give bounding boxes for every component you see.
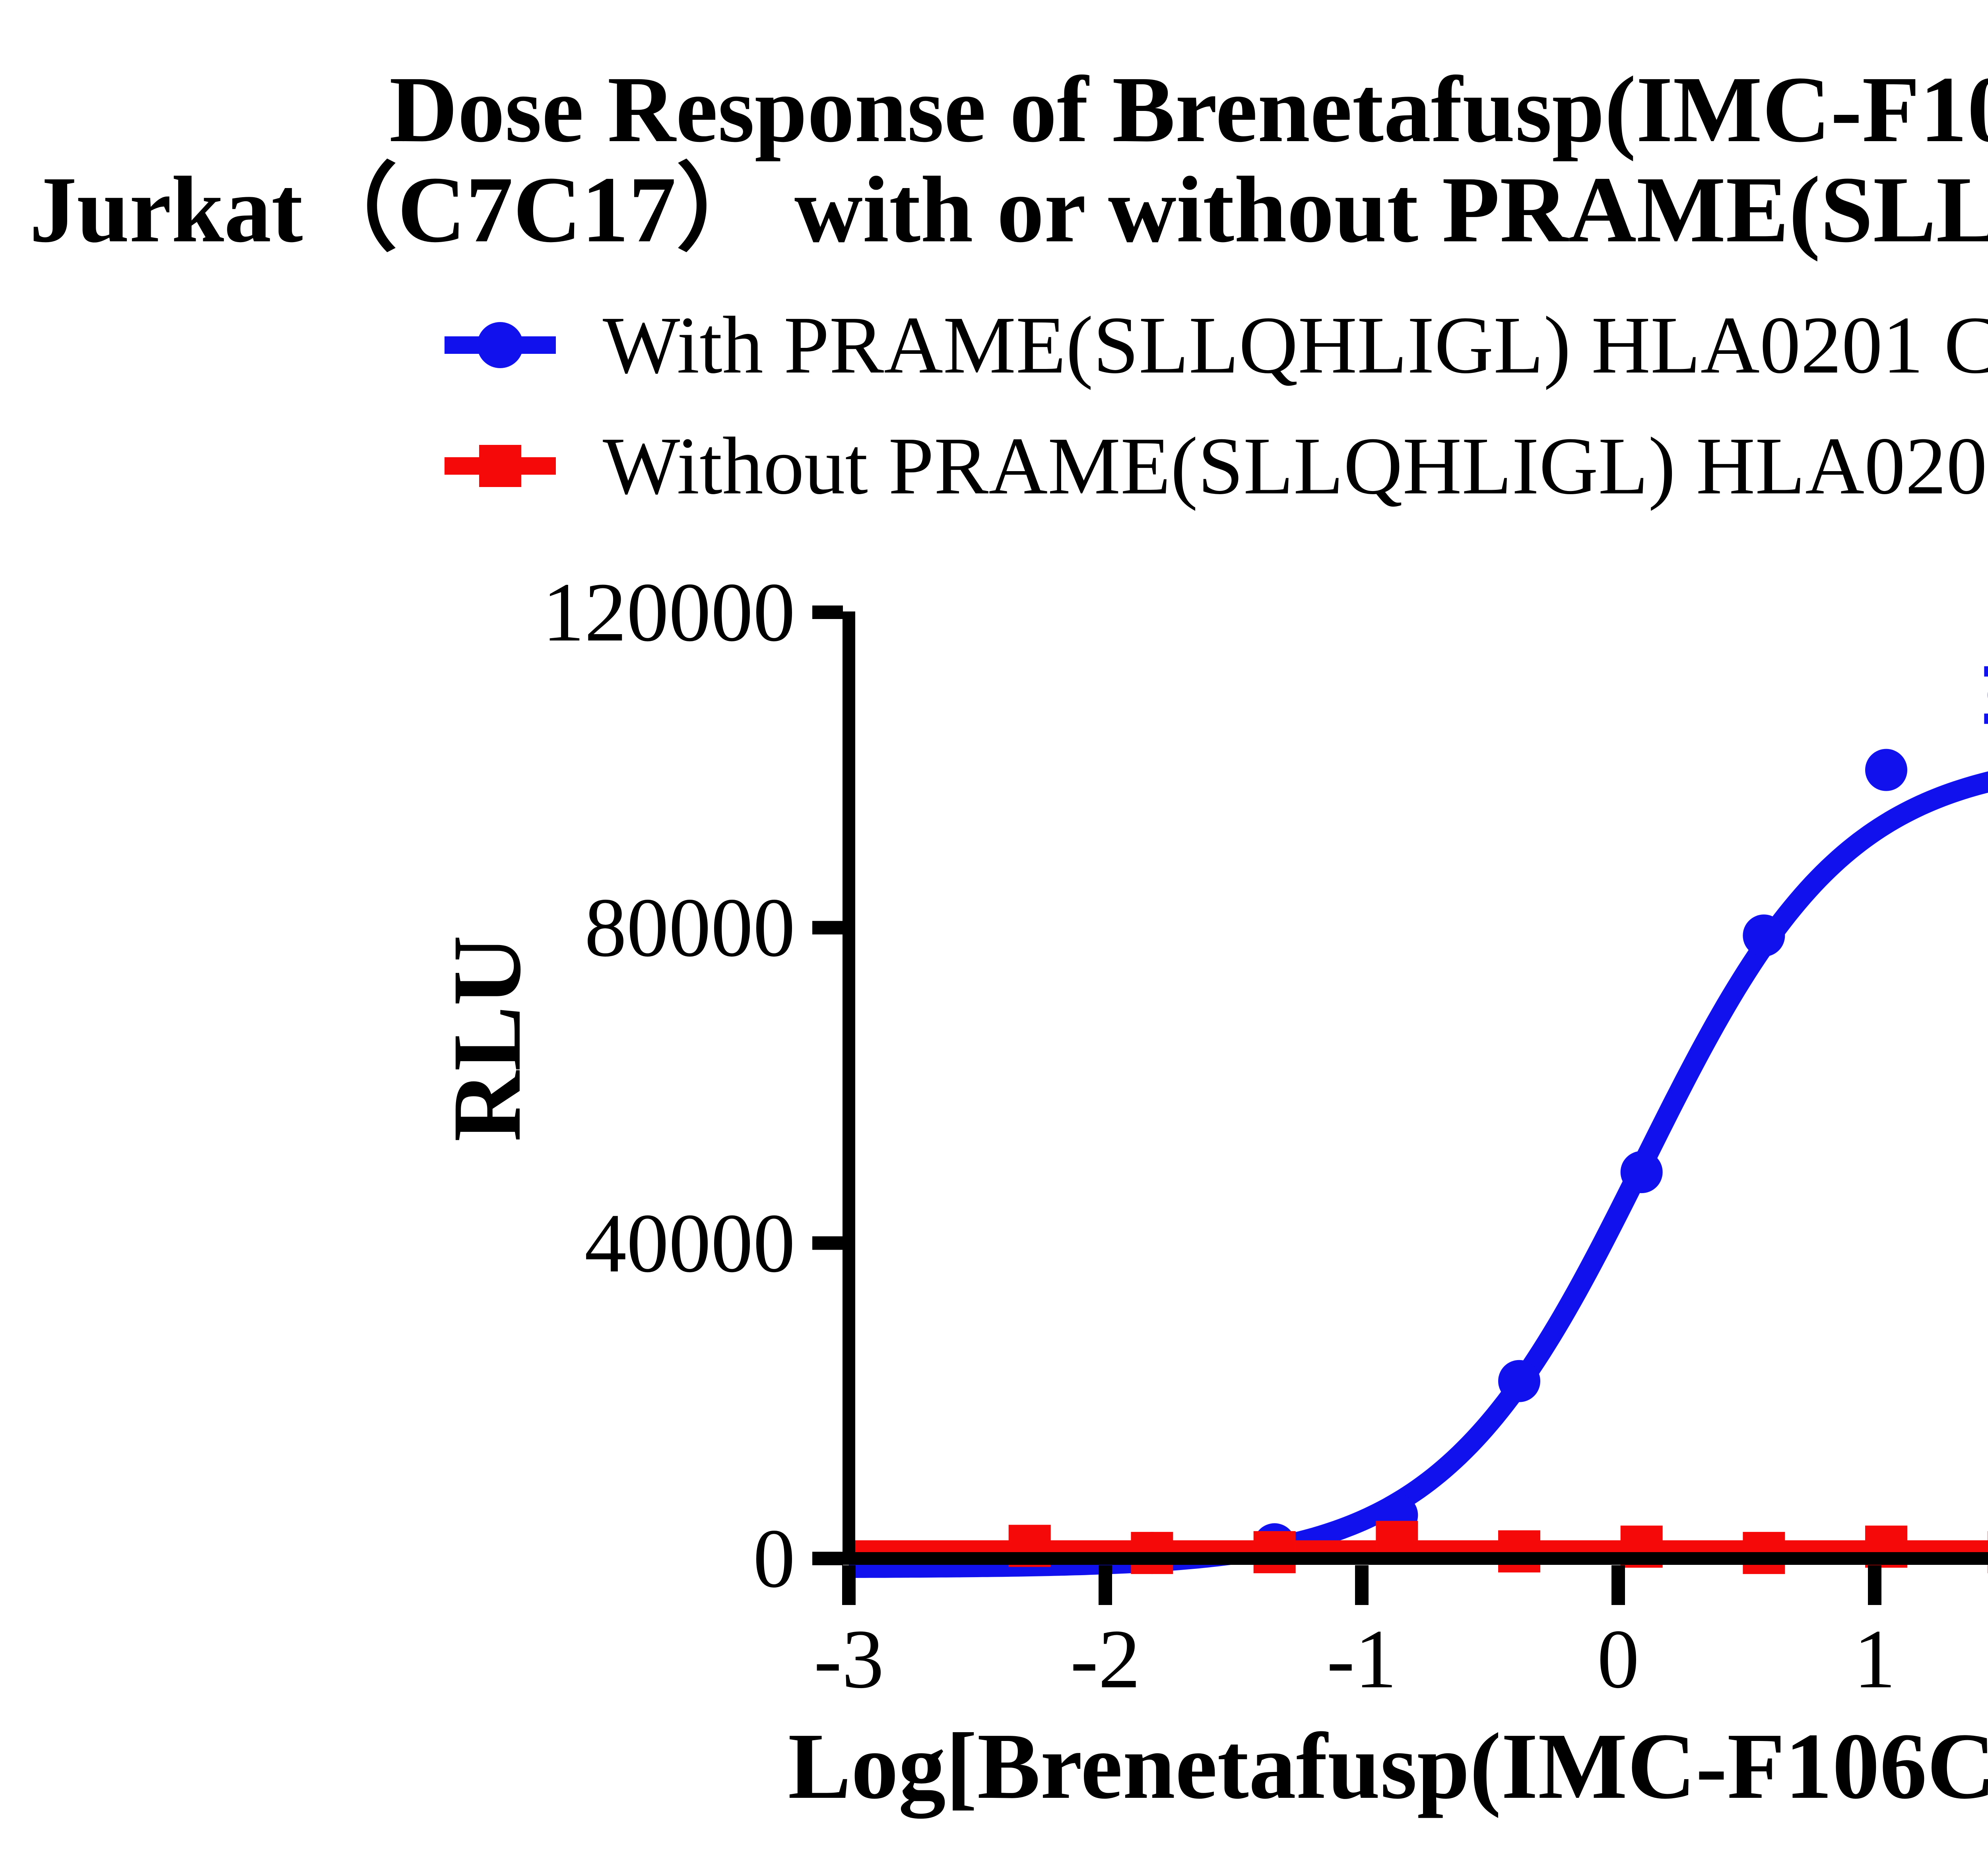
x-tick-label: -2 bbox=[1070, 1612, 1141, 1706]
axes bbox=[812, 606, 1988, 1605]
legend: With PRAME(SLLQHLIGL) HLA0201 CHO, EC50 … bbox=[445, 293, 1988, 535]
legend-label-without-prame: Without PRAME(SLLQHLIGL) HLA0201 CHO, EC… bbox=[603, 420, 1988, 511]
y-tick-label: 80000 bbox=[584, 881, 795, 974]
x-tick-label: -3 bbox=[813, 1612, 884, 1706]
y-tick-label: 120000 bbox=[542, 565, 795, 659]
data-point-circle bbox=[1743, 914, 1785, 957]
y-axis-title: RLU bbox=[433, 935, 541, 1142]
chart-title: Dose Response of Brenetafusp(IMC-F106C) … bbox=[0, 60, 1988, 260]
legend-label-with-prame: With PRAME(SLLQHLIGL) HLA0201 CHO, EC50 … bbox=[603, 299, 1988, 390]
series-with-prame bbox=[843, 666, 1988, 1578]
legend-item-with-prame: With PRAME(SLLQHLIGL) HLA0201 CHO, EC50 … bbox=[445, 293, 1988, 397]
chart-title-line2: Jurkat（C7C17） with or without PRAME(SLLQ… bbox=[29, 157, 1988, 262]
data-point-square bbox=[1498, 1530, 1541, 1573]
x-tick-label: -1 bbox=[1326, 1612, 1397, 1706]
error-bar bbox=[1984, 666, 1988, 724]
data-point-circle bbox=[1865, 749, 1908, 791]
legend-marker-square-icon bbox=[445, 445, 556, 487]
legend-item-without-prame: Without PRAME(SLLQHLIGL) HLA0201 CHO, EC… bbox=[445, 414, 1988, 518]
legend-marker-circle-icon bbox=[445, 322, 556, 368]
x-tick-label: 1 bbox=[1854, 1612, 1896, 1706]
y-tick-label: 0 bbox=[753, 1512, 795, 1605]
chart-title-line1: Dose Response of Brenetafusp(IMC-F106C) … bbox=[389, 57, 1988, 162]
data-point-circle bbox=[1620, 1151, 1663, 1194]
x-tick-label: 0 bbox=[1597, 1612, 1639, 1706]
fit-curve-with-prame bbox=[843, 771, 1988, 1578]
y-tick-label: 40000 bbox=[584, 1196, 795, 1290]
data-point-circle bbox=[1498, 1360, 1541, 1402]
series-without-prame bbox=[849, 1521, 1988, 1574]
x-axis-title: Log[Brenetafusp(IMC-F106C)] ng/ml bbox=[788, 1714, 1988, 1818]
